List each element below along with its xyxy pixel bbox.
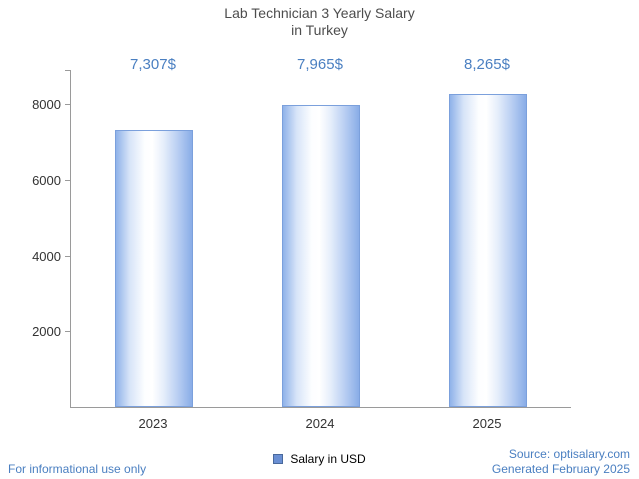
x-axis-label-row: 2023 2024 2025: [70, 416, 570, 432]
chart-title-line2: in Turkey: [291, 22, 348, 38]
value-label-2024: 7,965$: [297, 56, 343, 73]
y-tick-label-4000: 4000: [32, 249, 61, 264]
x-tick-label-2025: 2025: [472, 416, 502, 431]
x-tick-label-2024: 2024: [305, 416, 335, 431]
x-tick-label-2023: 2023: [138, 416, 168, 431]
y-tick-mark-2000: [65, 331, 71, 332]
generated-text: Generated February 2025: [491, 462, 630, 476]
source-block: Source: optisalary.com Generated Februar…: [492, 447, 630, 477]
y-tick-label-2000: 2000: [32, 324, 61, 339]
y-tick-label-6000: 6000: [32, 173, 61, 188]
legend-label: Salary in USD: [290, 452, 366, 466]
source-text: Source: optisalary.com: [508, 447, 630, 461]
plot-area: 2000 4000 6000 8000: [32, 70, 571, 408]
y-tick-mark-4000: [65, 256, 71, 257]
bar-2023: [115, 130, 193, 407]
chart-title: Lab Technician 3 Yearly Salary in Turkey: [0, 5, 639, 39]
legend-swatch-icon: [273, 454, 284, 464]
y-tick-mark-6000: [65, 180, 71, 181]
value-label-2025: 8,265$: [464, 56, 510, 73]
chart-title-line1: Lab Technician 3 Yearly Salary: [224, 5, 415, 21]
y-tick-mark-8000: [65, 104, 71, 105]
disclaimer-text: For informational use only: [8, 462, 147, 476]
chart-legend: Salary in USD: [0, 452, 639, 466]
value-label-row: 7,307$ 7,965$ 8,265$: [70, 56, 570, 76]
bar-2025: [449, 94, 527, 407]
y-tick-label-8000: 8000: [32, 97, 61, 112]
bar-2024: [282, 105, 360, 407]
value-label-2023: 7,307$: [130, 56, 176, 73]
